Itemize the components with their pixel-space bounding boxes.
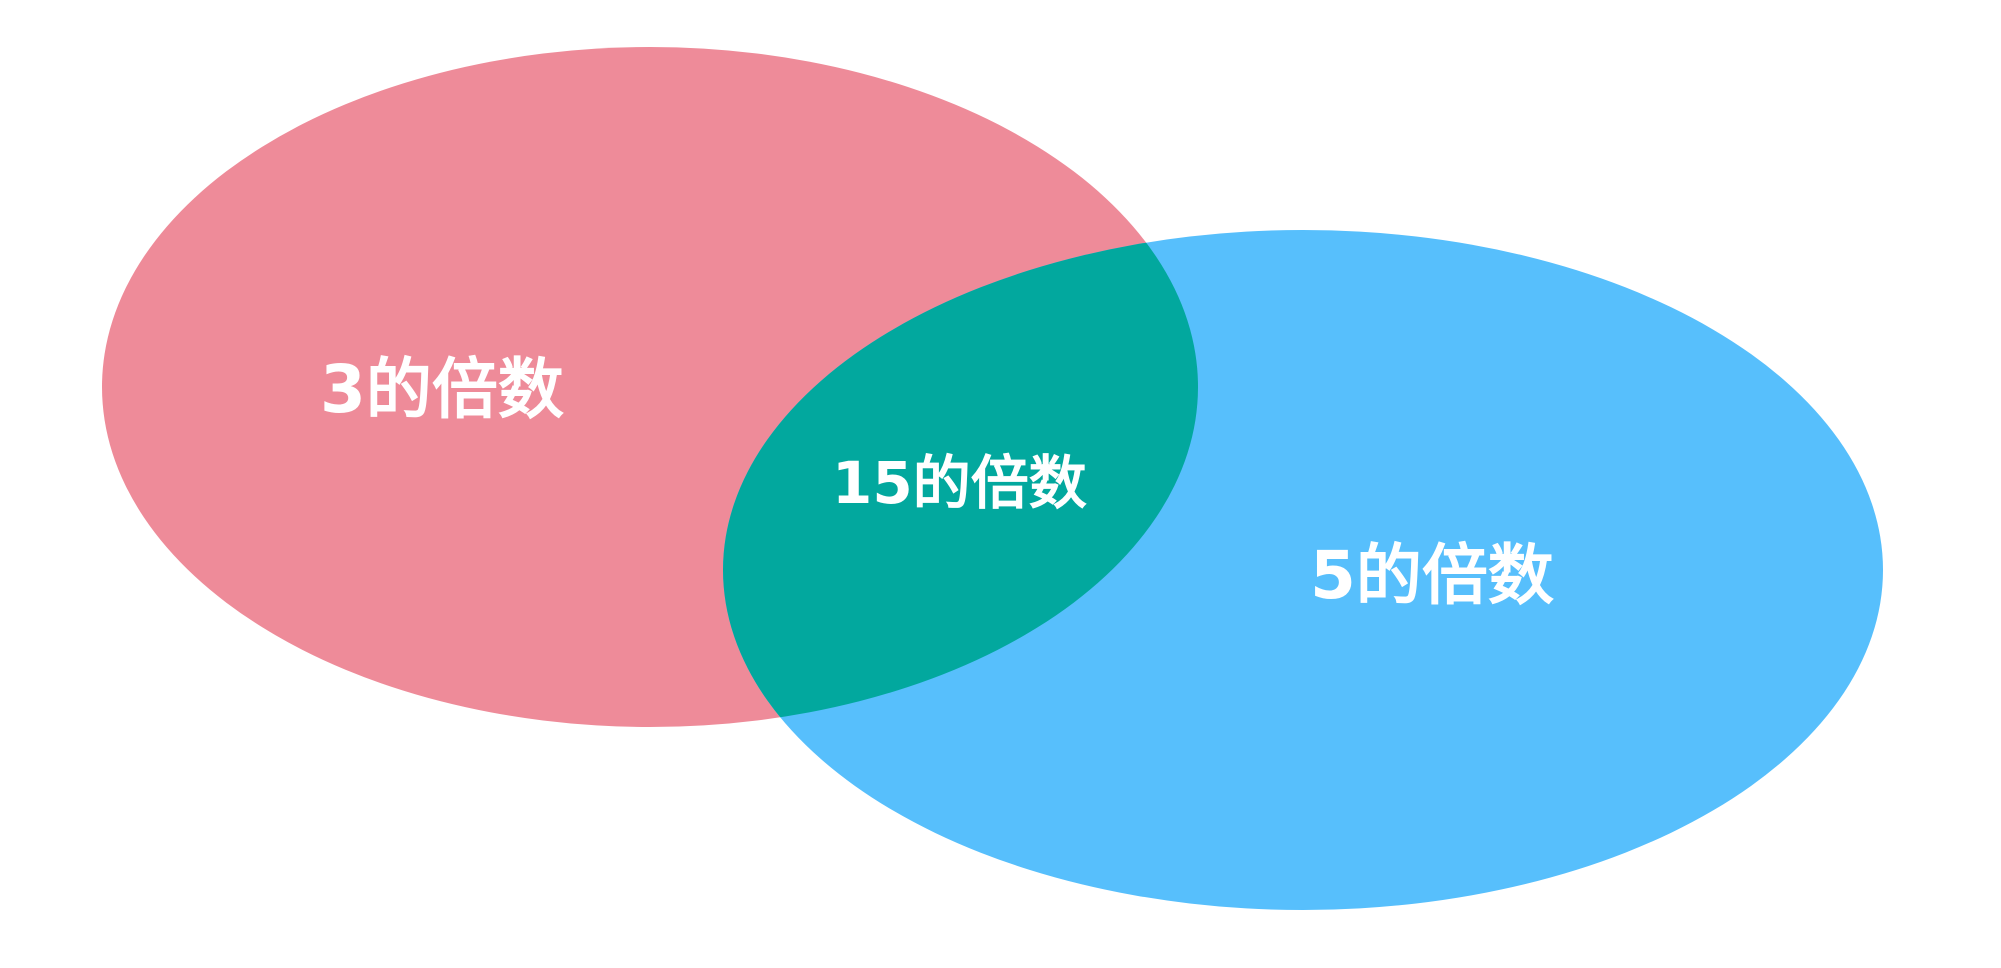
intersection-region — [723, 230, 1198, 727]
set-multiples-of-3-label: 3的倍数 — [320, 351, 564, 428]
intersection-label: 15的倍数 — [832, 449, 1087, 517]
set-multiples-of-5-label: 5的倍数 — [1310, 537, 1554, 614]
